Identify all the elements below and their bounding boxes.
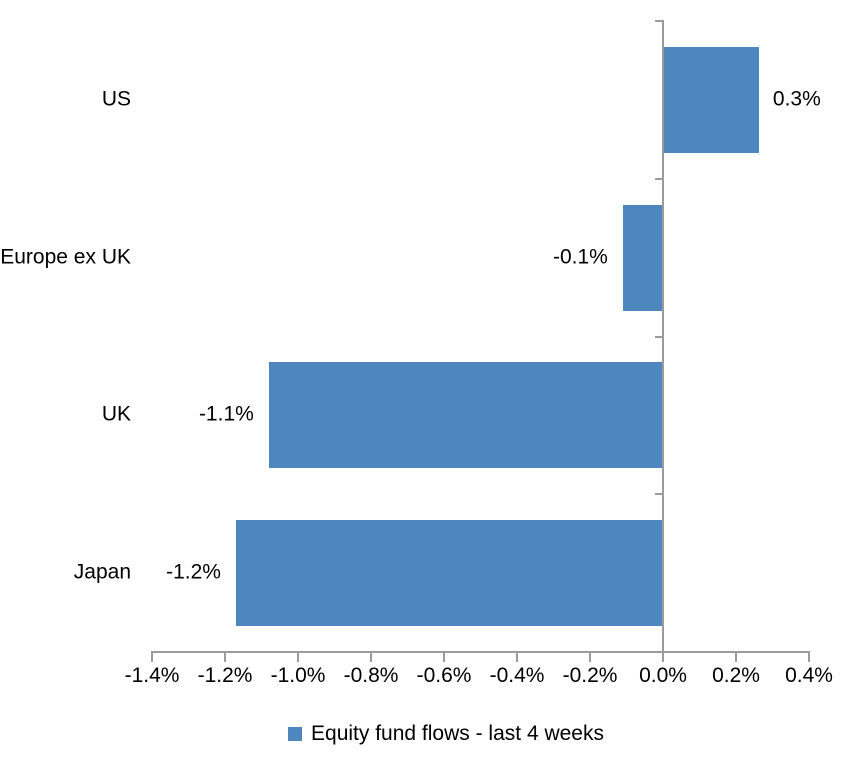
y-axis-line: [662, 20, 664, 653]
x-axis-tick: [151, 651, 153, 662]
data-label-japan: -1.2%: [166, 560, 221, 584]
bar-uk: [268, 362, 663, 469]
x-axis-tick: [297, 651, 299, 662]
x-axis-tick: [516, 651, 518, 662]
legend: Equity fund flows - last 4 weeks: [0, 722, 852, 746]
x-axis-tick-label: -1.2%: [197, 664, 253, 687]
bar-us: [664, 46, 759, 153]
category-label-uk: UK: [101, 402, 131, 426]
x-axis-tick: [370, 651, 372, 662]
legend-swatch: [288, 727, 303, 741]
x-axis-tick-label: -0.8%: [343, 664, 399, 687]
x-axis-tick-label: -0.4%: [489, 664, 545, 687]
category-label-europe-ex-uk: Europe ex UK: [0, 245, 131, 269]
bar-japan: [235, 520, 663, 627]
legend-label: Equity fund flows - last 4 weeks: [311, 722, 604, 745]
data-label-europe-ex-uk: -0.1%: [552, 245, 608, 269]
x-axis-tick-label: 0.0%: [639, 664, 687, 687]
x-axis-tick: [589, 651, 591, 662]
y-axis-tick: [655, 20, 664, 22]
x-axis-tick-label: -0.2%: [562, 664, 618, 687]
y-axis-tick: [655, 335, 664, 338]
bar-europe-ex-uk: [622, 204, 663, 311]
x-axis-tick: [808, 651, 810, 662]
data-label-uk: -1.1%: [198, 402, 254, 426]
x-axis-tick-label: 0.2%: [712, 664, 760, 687]
y-axis-tick: [655, 177, 664, 180]
x-axis-tick-label: -1.4%: [124, 664, 180, 687]
x-axis-tick-label: -1.0%: [270, 664, 326, 687]
x-axis-tick: [662, 651, 664, 662]
x-axis-line: [151, 651, 810, 653]
data-label-us: 0.3%: [772, 87, 821, 111]
x-axis-tick: [224, 651, 226, 662]
category-label-us: US: [101, 87, 131, 111]
y-axis-tick: [655, 493, 664, 496]
x-axis-tick: [735, 651, 737, 662]
x-axis-tick: [443, 651, 445, 662]
x-axis-tick-label: 0.4%: [785, 664, 833, 687]
x-axis-tick-label: -0.6%: [416, 664, 472, 687]
category-label-japan: Japan: [73, 560, 131, 584]
